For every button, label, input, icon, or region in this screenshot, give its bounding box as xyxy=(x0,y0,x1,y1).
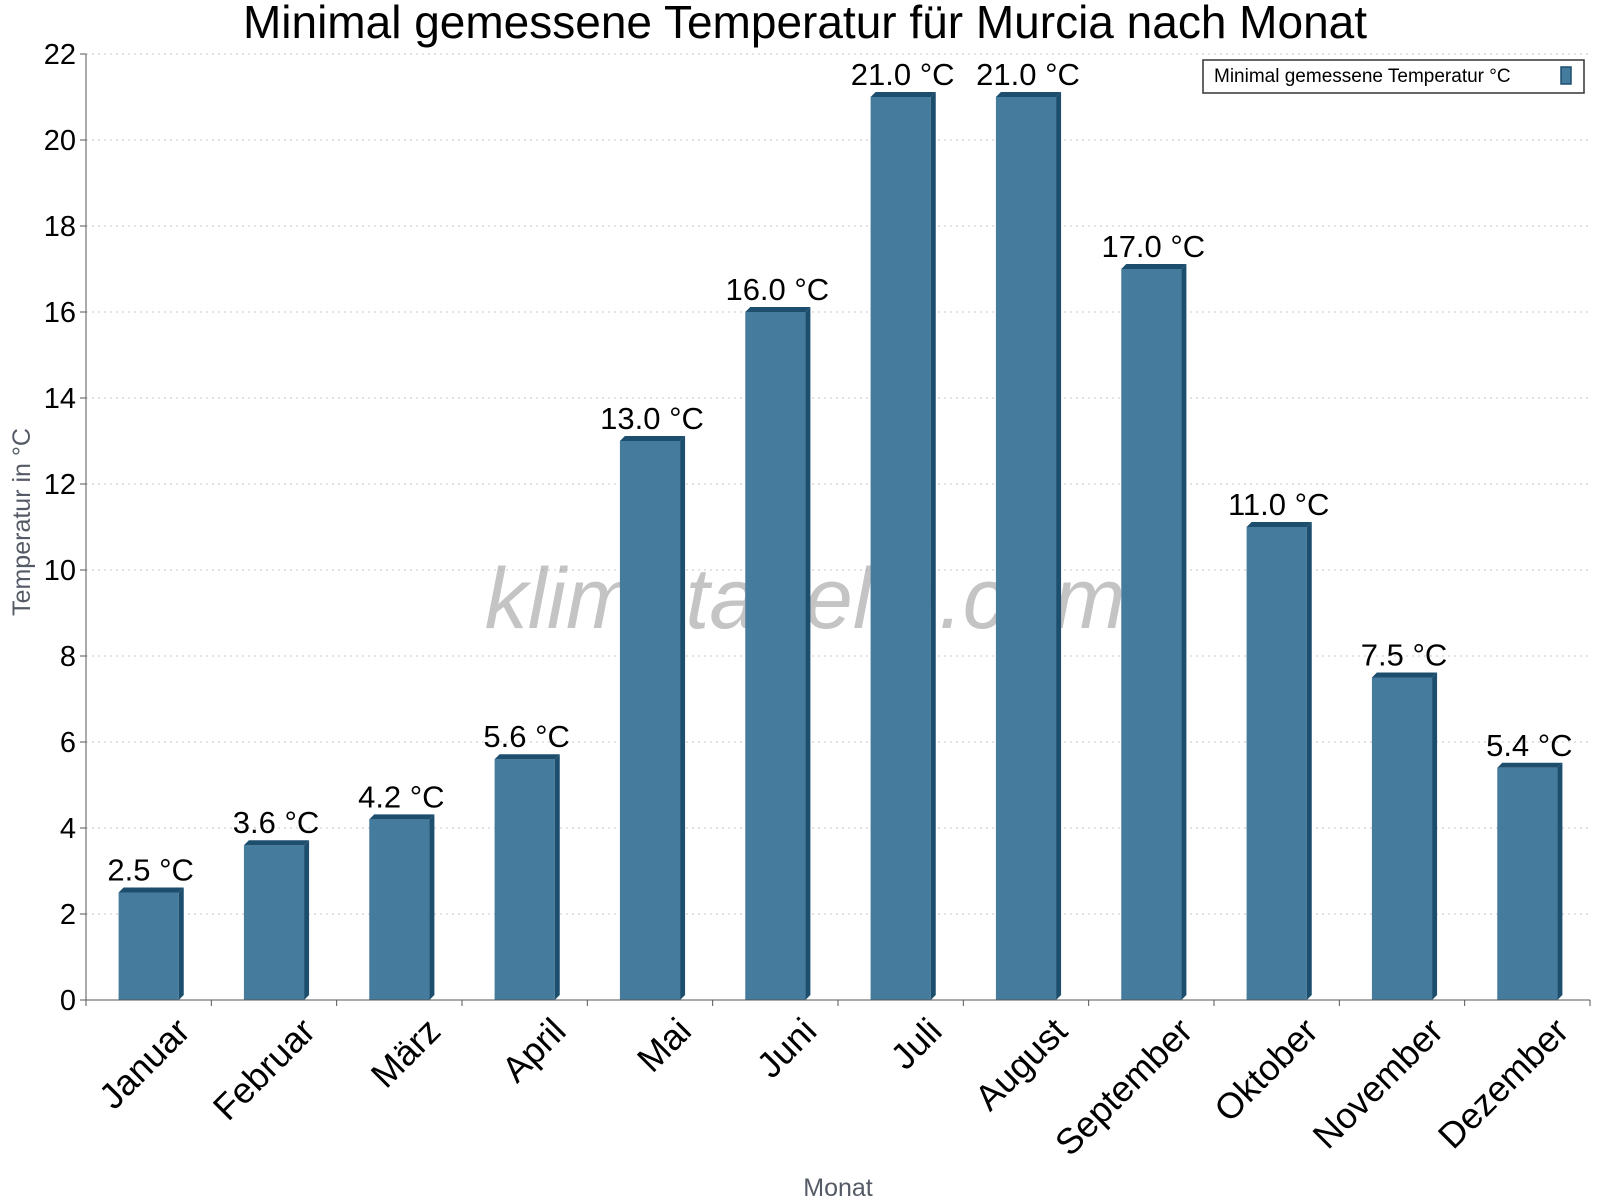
bar xyxy=(995,97,1057,1000)
legend-swatch xyxy=(1560,66,1572,85)
bar xyxy=(243,845,305,1000)
y-tick-label: 8 xyxy=(60,641,76,673)
y-axis-ticks: 0 2 4 6 8 10 12 14 16 18 20 22 xyxy=(44,39,86,1017)
data-label: 4.2 °C xyxy=(358,779,445,814)
bar xyxy=(1371,677,1433,1000)
bar-top xyxy=(494,754,560,760)
bar-top xyxy=(1497,762,1563,768)
bar xyxy=(1246,527,1307,1000)
x-tick-label: Mai xyxy=(629,1010,699,1080)
y-tick-label: 18 xyxy=(44,211,76,243)
y-tick-label: 12 xyxy=(44,469,76,501)
grid-lines xyxy=(86,53,1590,915)
x-tick-label: Oktober xyxy=(1206,1010,1326,1130)
bar xyxy=(619,441,681,1000)
bar-top xyxy=(243,840,310,846)
y-tick-label: 20 xyxy=(44,125,76,157)
bar-side xyxy=(429,814,435,1000)
bar-top xyxy=(870,92,936,97)
x-tick-label: Juli xyxy=(882,1010,949,1077)
y-tick-label: 6 xyxy=(60,727,76,759)
bar-side xyxy=(1181,264,1187,1000)
legend: Minimal gemessene Temperatur °C xyxy=(1202,59,1585,94)
x-tick-label: August xyxy=(967,1010,1075,1118)
bar xyxy=(1497,767,1558,1000)
bar xyxy=(118,892,179,1000)
data-label: 16.0 °C xyxy=(725,272,829,307)
bar-side xyxy=(680,436,686,1000)
bar-side xyxy=(178,887,184,1000)
bar-side xyxy=(930,92,936,1000)
y-axis-label: Temperatur in °C xyxy=(8,428,36,616)
x-tick-label: Februar xyxy=(205,1010,323,1128)
data-label: 7.5 °C xyxy=(1361,638,1448,673)
x-tick-label: März xyxy=(363,1010,449,1096)
y-tick-label: 10 xyxy=(44,555,76,587)
bar-side xyxy=(304,840,310,1000)
data-label: 2.5 °C xyxy=(107,853,194,888)
bar xyxy=(870,97,931,1000)
x-tick-label: November xyxy=(1305,1010,1451,1156)
x-axis-ticks: Januar Februar März April Mai Juni Juli AugustS… xyxy=(85,1000,1591,1164)
data-label: 17.0 °C xyxy=(1101,229,1205,264)
y-tick-label: 0 xyxy=(60,985,76,1017)
bar xyxy=(745,312,806,1000)
bar-side xyxy=(554,754,560,1000)
data-label: 3.6 °C xyxy=(233,805,320,840)
data-label: 13.0 °C xyxy=(600,401,704,436)
bar-top xyxy=(369,814,435,820)
x-tick-label: Dezember xyxy=(1430,1010,1576,1156)
bar-side xyxy=(1432,672,1438,1000)
bar-top xyxy=(1371,672,1438,678)
chart-title: Minimal gemessene Temperatur für Murcia … xyxy=(243,0,1367,48)
legend-label: Minimal gemessene Temperatur °C xyxy=(1214,66,1511,87)
bar-top xyxy=(619,436,686,441)
axes xyxy=(85,54,1590,1001)
y-tick-label: 14 xyxy=(44,383,76,415)
y-tick-label: 2 xyxy=(60,899,76,931)
data-label: 21.0 °C xyxy=(976,57,1080,92)
x-tick-label: Januar xyxy=(91,1010,198,1117)
x-axis-label: Monat xyxy=(803,1174,873,1200)
data-label: 5.6 °C xyxy=(483,719,570,754)
bar xyxy=(494,759,555,1000)
bar-top xyxy=(995,92,1062,97)
x-tick-label: Juni xyxy=(749,1010,825,1086)
bar-top xyxy=(1121,264,1187,269)
data-labels: 2.5 °C 3.6 °C 4.2 °C 5.6 °C 13.0 °C 16.0 °C 21… xyxy=(107,57,1572,888)
x-tick-label: April xyxy=(494,1010,574,1090)
data-label: 11.0 °C xyxy=(1228,487,1329,522)
bar xyxy=(369,819,430,1000)
bar-top xyxy=(745,307,811,312)
y-tick-label: 4 xyxy=(60,813,76,845)
y-tick-label: 22 xyxy=(44,39,76,71)
bar-side xyxy=(1056,92,1062,1000)
bar-top xyxy=(118,887,184,893)
bar-side xyxy=(805,307,811,1000)
bar-top xyxy=(1246,522,1312,527)
bars-group xyxy=(118,92,1563,1000)
data-label: 5.4 °C xyxy=(1486,728,1573,763)
legend-box xyxy=(1202,59,1585,94)
bar-side xyxy=(1306,522,1312,1000)
y-tick-label: 16 xyxy=(44,297,76,329)
bar-side xyxy=(1557,762,1563,1000)
data-label: 21.0 °C xyxy=(851,57,955,92)
x-tick-label: September xyxy=(1047,1010,1201,1164)
bar xyxy=(1121,269,1182,1000)
